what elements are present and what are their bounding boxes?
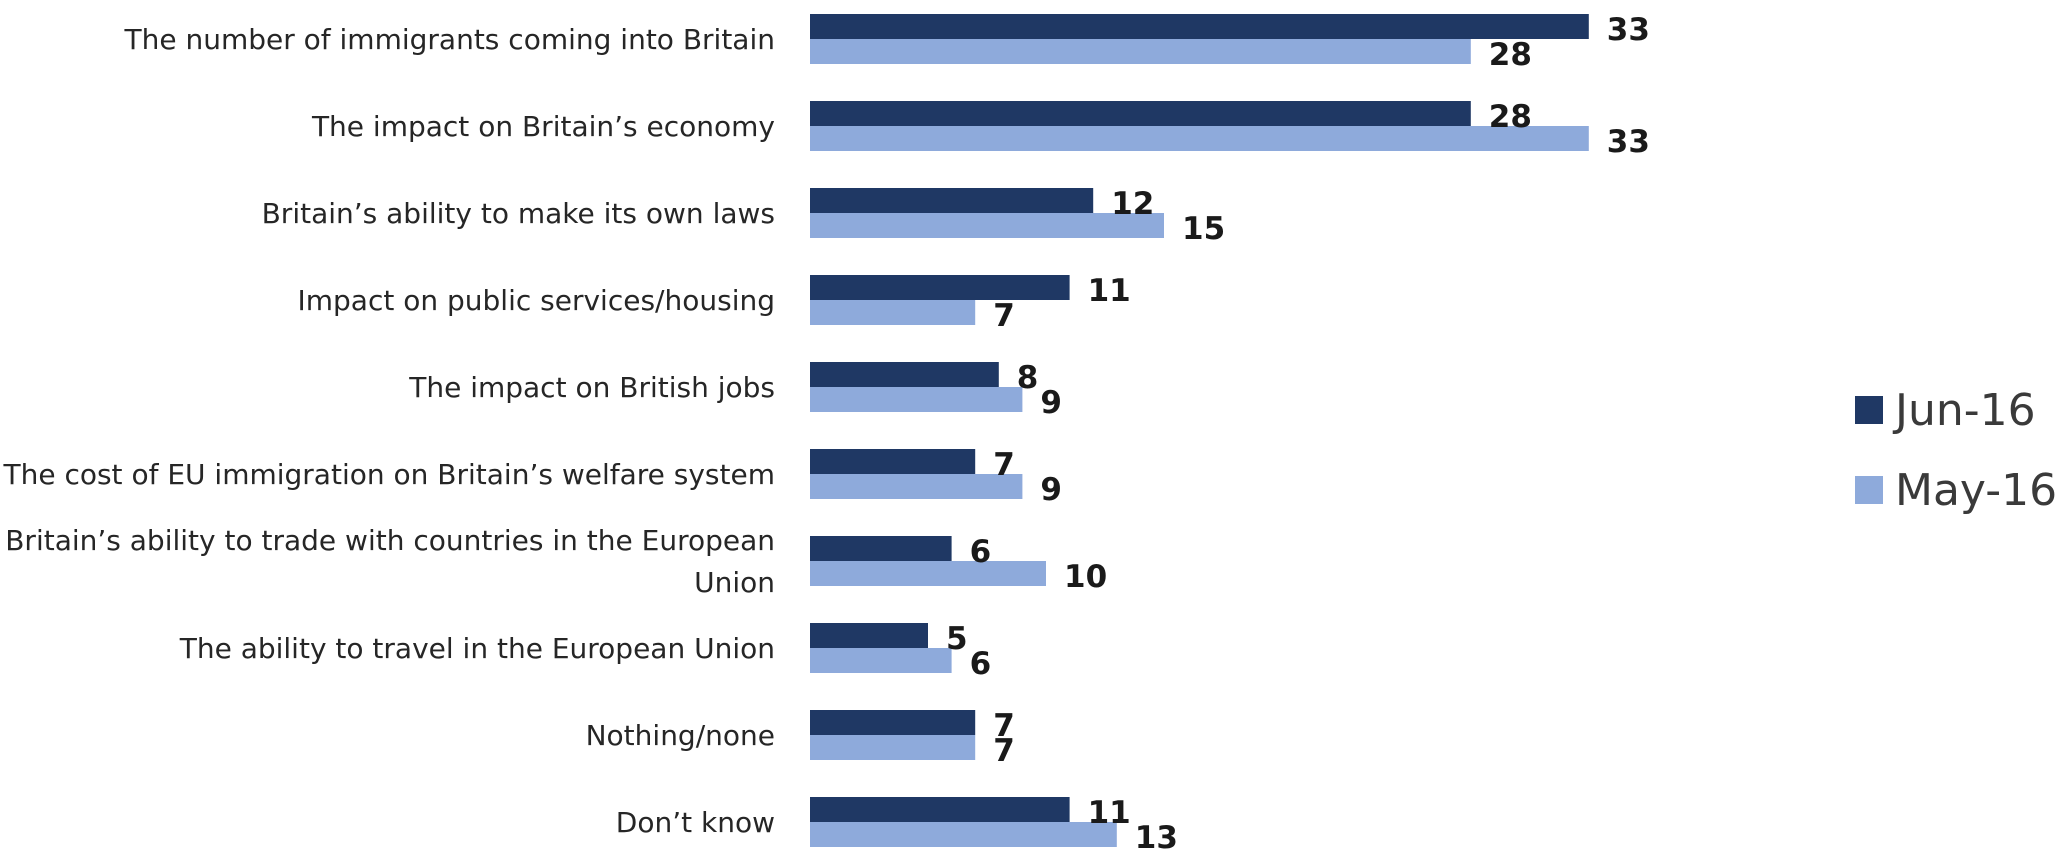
category-label: Nothing/none bbox=[586, 719, 775, 752]
value-label: 13 bbox=[1135, 820, 1178, 849]
bar-jun-16 bbox=[810, 14, 1589, 39]
legend-label: Jun-16 bbox=[1892, 385, 2036, 436]
value-label: 33 bbox=[1607, 124, 1650, 160]
bar-may-16 bbox=[810, 822, 1117, 847]
bar-jun-16 bbox=[810, 449, 976, 474]
bar-may-16 bbox=[810, 648, 952, 673]
category-labels: The number of immigrants coming into Bri… bbox=[2, 23, 775, 839]
bar-jun-16 bbox=[810, 275, 1070, 300]
bar-jun-16 bbox=[810, 188, 1094, 213]
bar-jun-16 bbox=[810, 536, 952, 561]
value-label: 9 bbox=[1040, 472, 1062, 508]
value-label: 5 bbox=[946, 621, 968, 657]
bar-jun-16 bbox=[810, 101, 1471, 126]
value-label: 28 bbox=[1489, 37, 1532, 73]
value-label: 9 bbox=[1040, 385, 1062, 421]
bar-may-16 bbox=[810, 474, 1023, 499]
category-label: Britain’s ability to make its own laws bbox=[262, 197, 775, 230]
category-label: Impact on public services/housing bbox=[298, 284, 776, 317]
bar-jun-16 bbox=[810, 710, 976, 735]
bar-may-16 bbox=[810, 39, 1471, 64]
bar-jun-16 bbox=[810, 623, 928, 648]
value-label: 6 bbox=[970, 646, 992, 682]
value-label: 11 bbox=[1088, 795, 1131, 831]
value-label: 33 bbox=[1607, 12, 1650, 48]
bar-jun-16 bbox=[810, 797, 1070, 822]
bar-may-16 bbox=[810, 213, 1164, 238]
bar-jun-16 bbox=[810, 362, 999, 387]
value-label: 7 bbox=[993, 447, 1015, 483]
bar-may-16 bbox=[810, 561, 1046, 586]
value-label: 12 bbox=[1111, 186, 1154, 222]
value-label: 6 bbox=[970, 534, 992, 570]
value-label: 11 bbox=[1088, 273, 1131, 309]
category-label: Britain’s ability to trade with countrie… bbox=[5, 524, 775, 599]
bar-may-16 bbox=[810, 126, 1589, 151]
value-label: 15 bbox=[1182, 211, 1225, 247]
category-label: The impact on British jobs bbox=[408, 371, 775, 404]
legend-label: May-16 bbox=[1895, 465, 2055, 516]
bar-may-16 bbox=[810, 387, 1023, 412]
value-label: 28 bbox=[1489, 99, 1532, 135]
value-label: 7 bbox=[993, 733, 1015, 769]
category-label: Don’t know bbox=[616, 806, 775, 839]
value-label: 7 bbox=[993, 708, 1015, 744]
bars bbox=[810, 14, 1589, 847]
value-label: 10 bbox=[1064, 559, 1107, 595]
bar-may-16 bbox=[810, 735, 976, 760]
legend: Jun-16 May-16 bbox=[1855, 385, 2055, 516]
category-label: The impact on Britain’s economy bbox=[311, 110, 775, 143]
category-label: The cost of EU immigration on Britain’s … bbox=[2, 458, 775, 491]
category-label: The number of immigrants coming into Bri… bbox=[123, 23, 775, 56]
legend-swatch-may-16 bbox=[1855, 476, 1883, 504]
value-label: 8 bbox=[1017, 360, 1039, 396]
bar-may-16 bbox=[810, 300, 976, 325]
legend-swatch-jun-16 bbox=[1855, 396, 1883, 424]
value-label: 7 bbox=[993, 298, 1015, 334]
category-label: The ability to travel in the European Un… bbox=[179, 632, 775, 665]
